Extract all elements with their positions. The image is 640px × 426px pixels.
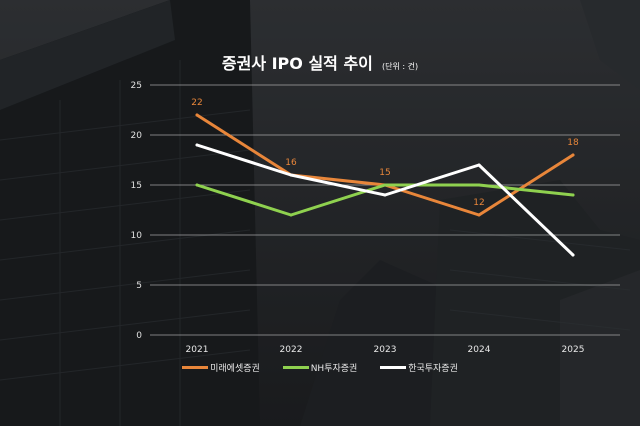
y-tick-label: 25: [131, 81, 142, 91]
legend-label-series-3: 한국투자증권: [408, 364, 458, 374]
legend-item-series-2: NH투자증권: [282, 361, 358, 374]
data-label: 18: [567, 138, 579, 148]
legend-swatch-series-2: [282, 366, 309, 369]
data-labels: 22 16 15 12 18: [191, 98, 579, 208]
y-tick-label: 15: [131, 181, 142, 191]
data-point: [289, 173, 293, 177]
data-point: [477, 183, 481, 187]
legend-item-series-1: 미래에셋증권: [182, 361, 260, 374]
x-tick-label: 2023: [374, 345, 397, 355]
data-point: [289, 213, 293, 217]
chart-title: 증권사 IPO 실적 추이: [221, 54, 373, 73]
legend-swatch-series-3: [380, 366, 407, 369]
x-tick-label: 2022: [280, 345, 303, 355]
legend-label-series-1: 미래에셋증권: [210, 364, 260, 374]
unit-note: (단위 : 건): [382, 62, 419, 71]
x-axis-tick-labels: 2021 2022 2023 2024 2025: [186, 345, 585, 355]
y-tick-label: 10: [131, 231, 143, 241]
data-point: [571, 193, 575, 197]
x-tick-label: 2024: [468, 345, 491, 355]
data-point: [195, 143, 199, 147]
data-point: [383, 183, 387, 187]
data-label: 12: [473, 198, 484, 208]
legend-label-series-2: NH투자증권: [310, 364, 358, 374]
data-point: [383, 193, 387, 197]
x-tick-label: 2021: [186, 345, 209, 355]
data-point: [477, 213, 481, 217]
series-line-3: [195, 143, 575, 257]
grid-lines: [150, 84, 620, 336]
y-tick-label: 0: [136, 331, 142, 341]
y-tick-label: 20: [131, 131, 143, 141]
data-point: [571, 253, 575, 257]
series-lines: [195, 113, 575, 257]
data-point: [571, 153, 575, 157]
data-label: 22: [191, 98, 202, 108]
data-point: [195, 183, 199, 187]
chart-title-row: 증권사 IPO 실적 추이 (단위 : 건): [0, 50, 640, 74]
data-label: 15: [379, 168, 390, 178]
legend-item-series-3: 한국투자증권: [380, 361, 458, 374]
legend: 미래에셋증권 NH투자증권 한국투자증권: [0, 361, 640, 374]
legend-swatch-series-1: [182, 366, 209, 369]
data-point: [195, 113, 199, 117]
x-tick-label: 2025: [562, 345, 585, 355]
data-label: 16: [285, 158, 297, 168]
y-axis-tick-labels: 0 5 10 15 20 25: [131, 81, 143, 341]
y-tick-label: 5: [136, 281, 142, 291]
data-point: [477, 163, 481, 167]
